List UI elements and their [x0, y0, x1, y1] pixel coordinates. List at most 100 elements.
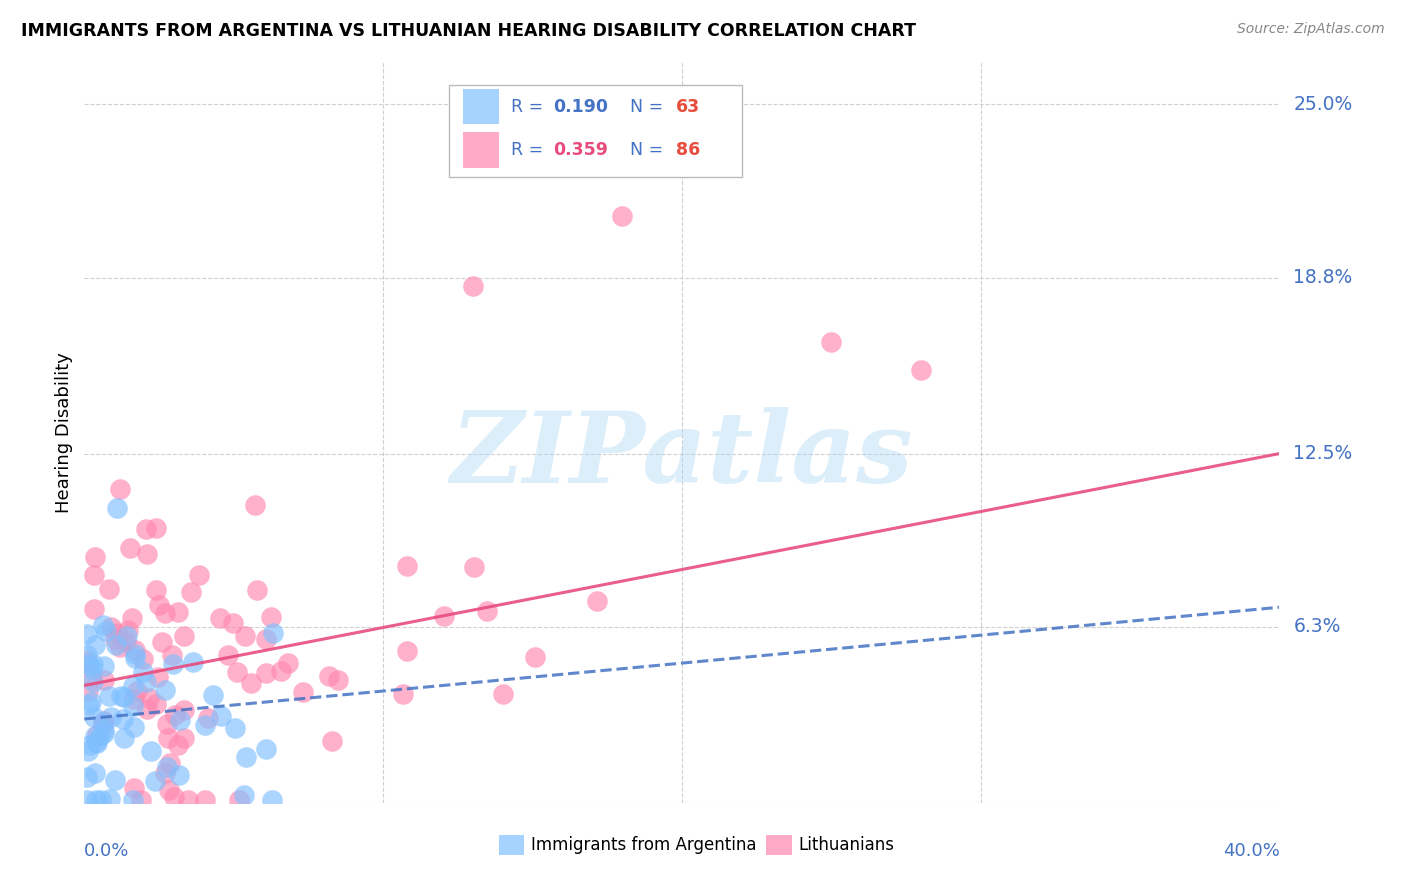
- Point: [155, 606, 177, 620]
- Point: [463, 560, 485, 574]
- Text: 18.8%: 18.8%: [1294, 268, 1353, 287]
- Point: [228, 793, 250, 807]
- Point: [86, 728, 108, 742]
- Point: [121, 610, 143, 624]
- Point: [82, 675, 104, 690]
- Point: [395, 644, 418, 658]
- Point: [100, 710, 122, 724]
- Text: 6.3%: 6.3%: [1294, 617, 1341, 636]
- Point: [157, 782, 180, 797]
- Point: [433, 608, 456, 623]
- Point: [135, 523, 157, 537]
- Point: [93, 723, 115, 737]
- Point: [139, 744, 162, 758]
- Point: [262, 793, 284, 807]
- Point: [122, 780, 145, 795]
- Point: [122, 691, 145, 706]
- Point: [79, 738, 101, 752]
- Point: [121, 793, 143, 807]
- Text: 86: 86: [676, 141, 700, 159]
- Point: [80, 670, 103, 684]
- Point: [217, 648, 239, 663]
- Point: [110, 689, 132, 703]
- Text: IMMIGRANTS FROM ARGENTINA VS LITHUANIAN HEARING DISABILITY CORRELATION CHART: IMMIGRANTS FROM ARGENTINA VS LITHUANIAN …: [21, 22, 917, 40]
- Point: [138, 690, 160, 705]
- Point: [115, 630, 138, 644]
- Point: [122, 698, 145, 713]
- FancyBboxPatch shape: [463, 89, 499, 125]
- Point: [326, 673, 349, 687]
- Point: [91, 714, 114, 729]
- Point: [124, 651, 146, 665]
- Point: [112, 731, 135, 745]
- Text: ZIPatlas: ZIPatlas: [451, 407, 912, 503]
- Point: [226, 665, 249, 679]
- Point: [143, 774, 166, 789]
- Text: 40.0%: 40.0%: [1223, 842, 1279, 860]
- Point: [90, 793, 112, 807]
- Point: [243, 499, 266, 513]
- Point: [461, 279, 484, 293]
- Point: [173, 629, 195, 643]
- Point: [148, 599, 170, 613]
- Point: [153, 682, 176, 697]
- Point: [187, 567, 209, 582]
- Point: [239, 676, 262, 690]
- Point: [76, 654, 98, 668]
- Point: [194, 793, 217, 807]
- Point: [97, 582, 120, 596]
- Point: [162, 657, 184, 672]
- Point: [132, 665, 155, 679]
- Point: [120, 541, 142, 556]
- Text: R =: R =: [510, 98, 548, 116]
- Point: [129, 793, 152, 807]
- Point: [246, 582, 269, 597]
- Point: [163, 789, 186, 804]
- Point: [173, 731, 195, 746]
- Point: [93, 658, 115, 673]
- Point: [112, 690, 135, 704]
- Point: [76, 648, 98, 662]
- Point: [477, 604, 499, 618]
- Point: [80, 696, 103, 710]
- Point: [392, 687, 415, 701]
- Text: Source: ZipAtlas.com: Source: ZipAtlas.com: [1237, 22, 1385, 37]
- Point: [91, 618, 114, 632]
- Text: 0.0%: 0.0%: [84, 842, 129, 860]
- Point: [254, 742, 277, 756]
- Point: [108, 482, 131, 496]
- Text: R =: R =: [510, 141, 548, 159]
- Point: [115, 635, 138, 649]
- Point: [181, 655, 204, 669]
- Point: [156, 760, 179, 774]
- Point: [145, 583, 167, 598]
- Point: [177, 793, 200, 807]
- Point: [233, 788, 256, 802]
- Text: N =: N =: [619, 98, 668, 116]
- Text: N =: N =: [619, 141, 668, 159]
- Point: [235, 750, 257, 764]
- Point: [105, 501, 128, 516]
- Point: [318, 669, 340, 683]
- Point: [910, 363, 932, 377]
- Point: [112, 712, 135, 726]
- Point: [135, 675, 157, 690]
- Point: [136, 547, 159, 561]
- Point: [104, 632, 127, 646]
- Point: [77, 744, 100, 758]
- Text: 63: 63: [676, 98, 700, 116]
- FancyBboxPatch shape: [463, 132, 499, 168]
- Point: [167, 768, 190, 782]
- Point: [166, 738, 188, 752]
- Point: [94, 624, 117, 638]
- Point: [396, 558, 419, 573]
- Point: [84, 639, 107, 653]
- Point: [145, 697, 167, 711]
- Point: [104, 638, 127, 652]
- Point: [76, 657, 98, 671]
- Point: [76, 627, 98, 641]
- Point: [84, 766, 107, 780]
- Point: [91, 718, 114, 732]
- Point: [76, 770, 98, 784]
- FancyBboxPatch shape: [449, 85, 742, 178]
